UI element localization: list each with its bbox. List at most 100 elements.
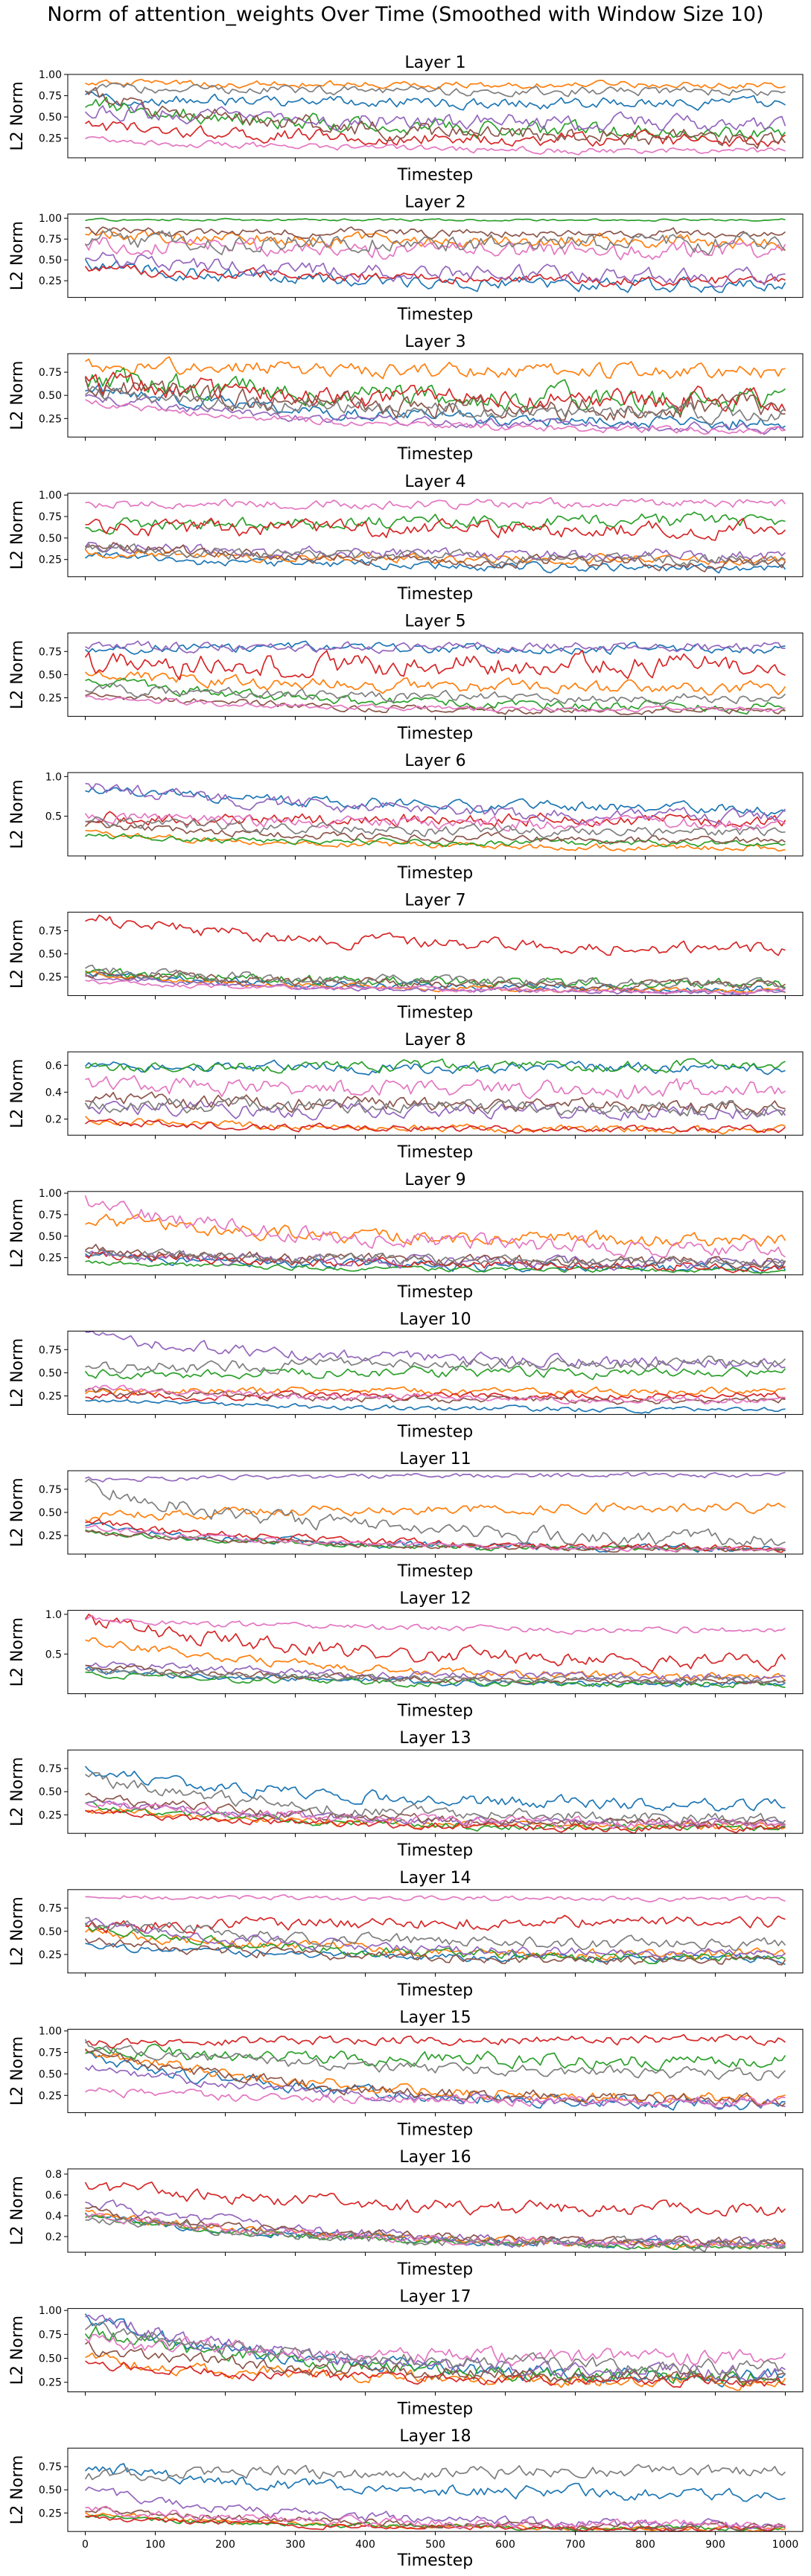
x-axis-label: Timestep xyxy=(397,585,473,604)
series-group xyxy=(84,496,786,574)
plot-frame xyxy=(67,1330,804,1415)
x-axis-label: Timestep xyxy=(397,1562,473,1581)
y-axis-label: L2 Norm xyxy=(8,361,27,430)
series-line xyxy=(85,2033,786,2049)
y-axis-label: L2 Norm xyxy=(8,500,27,569)
subplot-title: Layer 13 xyxy=(399,1729,471,1748)
series-line xyxy=(85,228,786,256)
subplot-layer-9: Layer 9 L2 Norm 0.25 0.50 0.75 1.00 Timestep xyxy=(8,1171,804,1302)
x-tick-label: 800 xyxy=(635,2539,655,2551)
series-group xyxy=(84,1471,786,1553)
y-tick-label: 1.0 xyxy=(45,771,62,783)
y-axis-label: L2 Norm xyxy=(8,2315,27,2385)
y-tick-label: 0.25 xyxy=(39,693,62,705)
x-axis-label: Timestep xyxy=(397,864,473,883)
plot-frame xyxy=(67,632,804,717)
series-line xyxy=(84,2065,786,2109)
plot-frame xyxy=(67,1610,804,1695)
y-tick-label: 0.25 xyxy=(39,2377,62,2389)
figure-title: Norm of attention_weights Over Time (Smo… xyxy=(47,3,764,26)
y-tick-label: 1.00 xyxy=(39,213,62,225)
series-line xyxy=(84,264,786,287)
series-line xyxy=(84,1937,786,1966)
y-tick-label: 0.50 xyxy=(39,255,62,266)
subplot-title: Layer 1 xyxy=(404,54,465,72)
series-line xyxy=(85,135,786,156)
series-group xyxy=(84,78,786,156)
series-line xyxy=(85,394,786,435)
series-line xyxy=(84,1614,786,1672)
series-line xyxy=(85,1355,786,1375)
series-line xyxy=(85,2087,786,2107)
series-line xyxy=(84,258,786,293)
series-line xyxy=(84,1917,786,1960)
series-line xyxy=(85,226,786,240)
series-line xyxy=(85,1384,786,1405)
y-tick-label: 1.00 xyxy=(39,2026,62,2038)
y-tick-label: 0.25 xyxy=(39,2508,62,2519)
x-axis-label: Timestep xyxy=(397,1981,473,2000)
series-line xyxy=(84,543,786,566)
y-axis-label: L2 Norm xyxy=(8,1617,27,1687)
series-line xyxy=(84,2181,786,2217)
series-line xyxy=(85,1914,786,1934)
series-group xyxy=(84,1765,786,1834)
x-axis-label: Timestep xyxy=(397,1702,473,1721)
series-line xyxy=(84,1765,786,1812)
series-line xyxy=(85,964,786,990)
y-axis-label: L2 Norm xyxy=(8,2455,27,2525)
y-axis-label: L2 Norm xyxy=(8,640,27,709)
series-line xyxy=(85,1801,786,1829)
plot-frame xyxy=(67,2028,804,2113)
plot-frame xyxy=(67,1470,804,1555)
x-axis-label: Timestep xyxy=(397,2120,473,2139)
series-line xyxy=(85,82,786,98)
y-tick-label: 0.50 xyxy=(39,2353,62,2365)
series-line xyxy=(85,1894,786,1902)
series-line xyxy=(84,2486,786,2531)
y-tick-label: 0.75 xyxy=(39,1484,62,1496)
y-tick-label: 0.50 xyxy=(39,2068,62,2080)
subplot-layer-10: Layer 10 L2 Norm 0.25 0.50 0.75 Timestep xyxy=(8,1310,804,1441)
subplot-layer-6: Layer 6 L2 Norm 0.5 1.0 Timestep xyxy=(8,752,804,883)
y-tick-label: 1.00 xyxy=(39,2305,62,2317)
y-tick-label: 0.25 xyxy=(39,1530,62,1542)
series-line xyxy=(85,120,786,147)
subplot-layer-18: Layer 18 L2 Norm 0.25 0.50 0.75 0 100 200 300 400… xyxy=(8,2427,804,2570)
y-tick-label: 0.75 xyxy=(39,2461,62,2473)
series-line xyxy=(84,2464,786,2481)
series-line xyxy=(84,102,786,132)
plot-frame xyxy=(67,2168,804,2253)
series-line xyxy=(84,2049,786,2107)
series-line xyxy=(85,1792,786,1830)
x-tick-label: 700 xyxy=(565,2539,585,2551)
y-axis-label: L2 Norm xyxy=(8,779,27,848)
series-line xyxy=(85,1399,786,1414)
subplot-layer-5: Layer 5 L2 Norm 0.25 0.50 0.75 Timestep xyxy=(8,612,804,743)
series-line xyxy=(85,816,786,839)
series-line xyxy=(84,812,786,832)
series-line xyxy=(84,552,786,574)
series-line xyxy=(84,671,786,696)
plot-frame xyxy=(67,1191,804,1276)
series-group xyxy=(84,782,786,852)
plot-frame xyxy=(67,2447,804,2532)
series-line xyxy=(85,92,786,111)
y-tick-label: 0.50 xyxy=(39,949,62,961)
series-line xyxy=(85,1771,786,1826)
plot-frame xyxy=(67,74,804,159)
x-tick-label: 600 xyxy=(495,2539,515,2551)
subplot-title: Layer 6 xyxy=(404,752,465,770)
y-axis-label: L2 Norm xyxy=(8,1757,27,1826)
series-group xyxy=(84,1614,786,1689)
subplot-layer-2: Layer 2 L2 Norm 0.25 0.50 0.75 1.00 Timestep xyxy=(8,194,804,325)
y-tick-label: 1.00 xyxy=(39,490,62,502)
x-axis-label: Timestep xyxy=(397,2260,473,2279)
x-tick-label: 0 xyxy=(82,2539,89,2551)
y-tick-label: 0.25 xyxy=(39,972,62,984)
subplot-title: Layer 5 xyxy=(404,612,465,630)
subplot-title: Layer 10 xyxy=(399,1310,471,1329)
y-tick-label: 0.5 xyxy=(45,811,62,823)
series-line xyxy=(84,2463,786,2502)
subplot-layer-4: Layer 4 L2 Norm 0.25 0.50 0.75 1.00 Timestep xyxy=(8,473,804,604)
